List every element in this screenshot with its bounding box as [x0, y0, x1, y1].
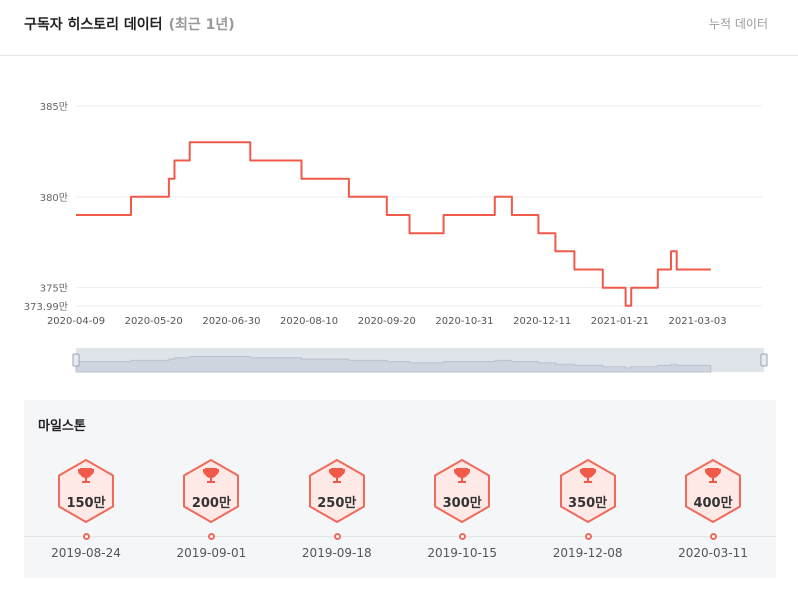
title-period: (최근 1년) [168, 17, 235, 33]
milestone-item: 300만 2019-10-15 [407, 458, 517, 578]
milestone-timeline [24, 536, 776, 537]
milestone-label: 250만 [317, 496, 357, 511]
milestone-date: 2020-03-11 [678, 546, 748, 560]
x-tick-label: 2020-09-20 [358, 316, 416, 327]
milestone-label: 150만 [66, 496, 106, 511]
milestone-date: 2019-09-01 [176, 546, 247, 560]
trophy-icon [705, 468, 721, 483]
milestone-date: 2019-08-24 [51, 546, 121, 560]
milestone-label: 400만 [693, 496, 733, 511]
milestone-marker [83, 533, 90, 540]
navigator-handle-right[interactable] [760, 353, 768, 367]
milestone-item: 400만 2020-03-11 [658, 458, 768, 578]
trophy-icon [454, 468, 471, 483]
milestone-marker [584, 533, 592, 540]
trophy-icon [203, 468, 220, 483]
milestone-marker [333, 533, 341, 540]
panel-header: 구독자 히스토리 데이터 (최근 1년) 누적 데이터 [0, 0, 798, 56]
milestone-badge [685, 459, 741, 523]
milestone-item: 250만 2019-09-18 [282, 458, 392, 578]
navigator-handle-left[interactable] [72, 353, 80, 367]
trophy-icon [78, 468, 94, 483]
milestone-item: 150만 2019-08-24 [31, 458, 141, 578]
x-tick-label: 2020-05-20 [125, 316, 183, 327]
x-tick-label: 2020-10-31 [435, 316, 493, 327]
x-tick-label: 2021-03-03 [669, 316, 727, 327]
x-tick-label: 2020-12-11 [513, 316, 571, 327]
milestone-badge [308, 459, 365, 523]
milestone-date: 2019-09-18 [301, 546, 372, 560]
milestone-label: 350만 [568, 496, 608, 511]
milestone-item: 350만 2019-12-08 [533, 458, 643, 578]
milestone-badge [183, 459, 240, 523]
milestone-label: 200만 [191, 496, 231, 511]
x-tick-label: 2020-08-10 [280, 316, 338, 327]
y-tick-label: 385만 [40, 101, 68, 113]
milestone-marker [208, 533, 216, 540]
series-line [76, 141, 711, 307]
milestone-label: 300만 [442, 496, 482, 511]
milestone-date: 2019-10-15 [427, 546, 498, 560]
title-text: 구독자 히스토리 데이터 [24, 17, 163, 33]
cumulative-data-link[interactable]: 누적 데이터 [708, 17, 768, 31]
y-tick-label: 373.99만 [24, 301, 68, 313]
milestone-date: 2019-12-08 [552, 546, 623, 560]
trophy-icon [579, 468, 596, 483]
milestone-section: 마일스톤 150만 2019-08-24 200만 2019-09-01 250만 201… [24, 400, 776, 578]
subscriber-chart: 385만 380만 375만 373.99만 2020-04-09 2020-05-20 2… [0, 56, 798, 386]
milestone-marker [459, 533, 467, 540]
x-tick-label: 2021-01-21 [591, 316, 649, 327]
panel-title: 구독자 히스토리 데이터 (최근 1년) [24, 14, 235, 34]
chart-svg: 385만 380만 375만 373.99만 2020-04-09 2020-05-20 2… [24, 101, 768, 373]
milestone-badge [559, 459, 616, 523]
trophy-icon [328, 468, 345, 483]
y-tick-label: 380만 [40, 192, 68, 204]
x-tick-label: 2020-04-09 [47, 316, 105, 327]
x-tick-label: 2020-06-30 [202, 316, 260, 327]
milestone-title: 마일스톤 [38, 419, 86, 434]
navigator-area [75, 356, 712, 373]
milestone-marker [710, 533, 717, 540]
milestone-item: 200만 2019-09-01 [156, 458, 266, 578]
milestone-badge [58, 459, 114, 523]
milestone-badge [434, 459, 491, 523]
y-tick-label: 375만 [40, 283, 68, 295]
